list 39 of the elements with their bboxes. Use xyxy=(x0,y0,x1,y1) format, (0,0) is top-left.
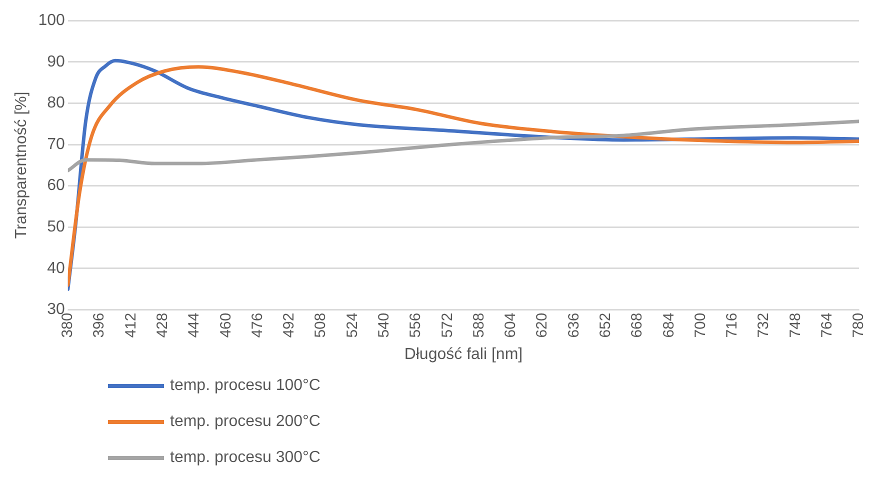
x-tick-label: 620 xyxy=(534,312,551,338)
y-tick-label: 100 xyxy=(38,12,65,30)
x-tick-label: 604 xyxy=(502,312,520,338)
x-tick-label: 668 xyxy=(628,312,646,338)
x-tick-label: 540 xyxy=(375,312,392,338)
x-tick-label: 380 xyxy=(59,312,76,338)
x-tick-label: 508 xyxy=(312,312,330,338)
y-tick-label: 60 xyxy=(47,177,65,194)
x-tick-label: 700 xyxy=(692,312,709,338)
x-tick-label: 732 xyxy=(755,312,772,338)
x-tick-label: 524 xyxy=(344,312,361,338)
x-axis-title: Długość fali [nm] xyxy=(404,346,523,363)
y-tick-label: 70 xyxy=(47,136,65,153)
x-tick-label: 572 xyxy=(438,312,456,338)
x-tick-label: 636 xyxy=(565,312,582,338)
x-tick-label: 492 xyxy=(280,312,298,338)
x-tick-label: 764 xyxy=(818,312,836,338)
legend-label: temp. procesu 300°C xyxy=(170,449,320,467)
x-tick-label: 556 xyxy=(407,312,424,338)
y-tick-label: 50 xyxy=(47,218,65,236)
y-axis-title: Transparentność [%] xyxy=(13,92,30,239)
x-tick-label: 716 xyxy=(724,312,741,338)
x-tick-label: 476 xyxy=(248,312,266,338)
x-tick-label: 444 xyxy=(186,312,203,338)
y-tick-label: 90 xyxy=(47,53,65,70)
y-tick-label: 40 xyxy=(47,260,65,277)
line-series xyxy=(68,120,859,172)
y-tick-label: 80 xyxy=(47,94,65,112)
x-tick-label: 652 xyxy=(596,312,614,338)
x-tick-label: 412 xyxy=(122,312,140,338)
x-tick-label: 460 xyxy=(217,312,234,338)
x-tick-label: 428 xyxy=(154,312,171,338)
x-tick-label: 396 xyxy=(90,312,108,338)
x-tick-label: 748 xyxy=(786,312,804,338)
legend-label: temp. procesu 200°C xyxy=(170,413,320,431)
x-tick-label: 684 xyxy=(660,312,678,338)
x-tick-label: 588 xyxy=(470,312,488,338)
legend-label: temp. procesu 100°C xyxy=(170,377,320,395)
x-tick-label: 780 xyxy=(850,312,868,338)
